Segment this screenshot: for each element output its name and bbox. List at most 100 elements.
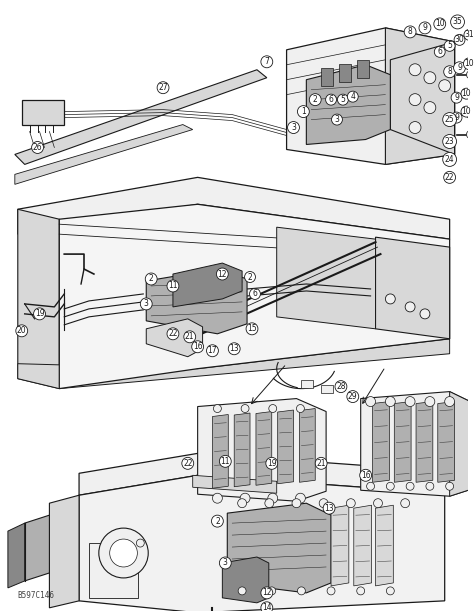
Circle shape	[327, 587, 335, 595]
Circle shape	[219, 557, 231, 569]
Circle shape	[443, 113, 456, 126]
Text: 2: 2	[149, 275, 154, 283]
Text: 30: 30	[455, 36, 465, 44]
Circle shape	[461, 88, 472, 99]
Circle shape	[240, 493, 250, 503]
Circle shape	[466, 91, 474, 99]
Bar	[301, 379, 313, 387]
Polygon shape	[331, 505, 349, 586]
Circle shape	[99, 528, 148, 578]
Circle shape	[16, 325, 27, 337]
Bar	[357, 60, 369, 78]
Text: 28: 28	[336, 382, 346, 391]
Text: 16: 16	[193, 342, 202, 351]
Text: 31: 31	[465, 31, 474, 39]
Text: 4: 4	[350, 92, 355, 101]
Text: 3: 3	[223, 558, 228, 568]
Polygon shape	[300, 408, 315, 482]
Circle shape	[319, 499, 328, 508]
Circle shape	[461, 106, 472, 117]
Circle shape	[451, 15, 465, 29]
Circle shape	[439, 80, 451, 92]
Circle shape	[212, 493, 222, 503]
Text: 23: 23	[445, 137, 455, 146]
Polygon shape	[146, 319, 202, 357]
Polygon shape	[306, 65, 391, 145]
Circle shape	[451, 112, 462, 123]
Text: 2: 2	[247, 273, 252, 281]
Circle shape	[315, 457, 327, 470]
Circle shape	[409, 121, 421, 134]
Circle shape	[404, 26, 416, 38]
Text: 24: 24	[445, 155, 455, 164]
Text: 25: 25	[445, 115, 455, 124]
Circle shape	[295, 493, 305, 503]
Circle shape	[213, 405, 221, 413]
Text: 5: 5	[447, 41, 452, 50]
Text: B597C146: B597C146	[18, 591, 55, 600]
Text: 9: 9	[454, 113, 459, 122]
Text: 2: 2	[313, 95, 318, 104]
Circle shape	[268, 587, 276, 595]
Circle shape	[347, 390, 359, 403]
Text: 3: 3	[144, 299, 149, 308]
Circle shape	[426, 482, 434, 490]
Text: 10: 10	[462, 107, 471, 116]
Circle shape	[405, 397, 415, 406]
Circle shape	[167, 280, 179, 292]
Circle shape	[323, 502, 335, 514]
Circle shape	[464, 58, 474, 70]
Circle shape	[406, 482, 414, 490]
Circle shape	[409, 94, 421, 105]
Text: 9: 9	[422, 23, 428, 32]
Circle shape	[292, 499, 301, 508]
Circle shape	[207, 345, 219, 357]
Text: 9: 9	[457, 63, 462, 72]
Circle shape	[238, 587, 246, 595]
Text: 17: 17	[208, 346, 217, 356]
Circle shape	[140, 298, 152, 310]
Polygon shape	[18, 339, 450, 389]
Circle shape	[445, 397, 455, 406]
Circle shape	[434, 47, 445, 57]
Polygon shape	[146, 269, 247, 334]
Circle shape	[268, 493, 278, 503]
Polygon shape	[391, 42, 455, 154]
Circle shape	[386, 482, 394, 490]
Circle shape	[425, 397, 435, 406]
Circle shape	[265, 499, 273, 508]
Polygon shape	[373, 402, 389, 482]
Polygon shape	[278, 410, 293, 484]
Circle shape	[269, 405, 277, 413]
Text: 8: 8	[447, 67, 452, 76]
Bar	[89, 543, 138, 598]
Polygon shape	[22, 100, 64, 124]
Text: 6: 6	[438, 47, 442, 56]
Circle shape	[145, 273, 157, 285]
Polygon shape	[198, 398, 326, 501]
Text: 9: 9	[454, 93, 459, 102]
Text: 12: 12	[218, 270, 227, 278]
Text: 12: 12	[262, 588, 272, 598]
Text: 2: 2	[215, 517, 220, 525]
Circle shape	[419, 22, 431, 34]
Circle shape	[385, 397, 395, 406]
Circle shape	[167, 328, 179, 340]
Text: 6: 6	[328, 95, 334, 104]
Circle shape	[211, 515, 223, 527]
Circle shape	[424, 102, 436, 113]
Text: 16: 16	[361, 471, 371, 480]
Circle shape	[310, 94, 321, 105]
Circle shape	[365, 397, 375, 406]
Text: 21: 21	[317, 459, 326, 468]
Circle shape	[401, 499, 410, 508]
Circle shape	[182, 457, 194, 470]
Text: 1: 1	[301, 107, 306, 116]
Circle shape	[337, 94, 348, 105]
Circle shape	[374, 499, 383, 508]
Circle shape	[443, 153, 456, 166]
Polygon shape	[49, 495, 79, 608]
Circle shape	[346, 499, 355, 508]
Text: 20: 20	[17, 326, 27, 335]
Circle shape	[331, 114, 342, 125]
